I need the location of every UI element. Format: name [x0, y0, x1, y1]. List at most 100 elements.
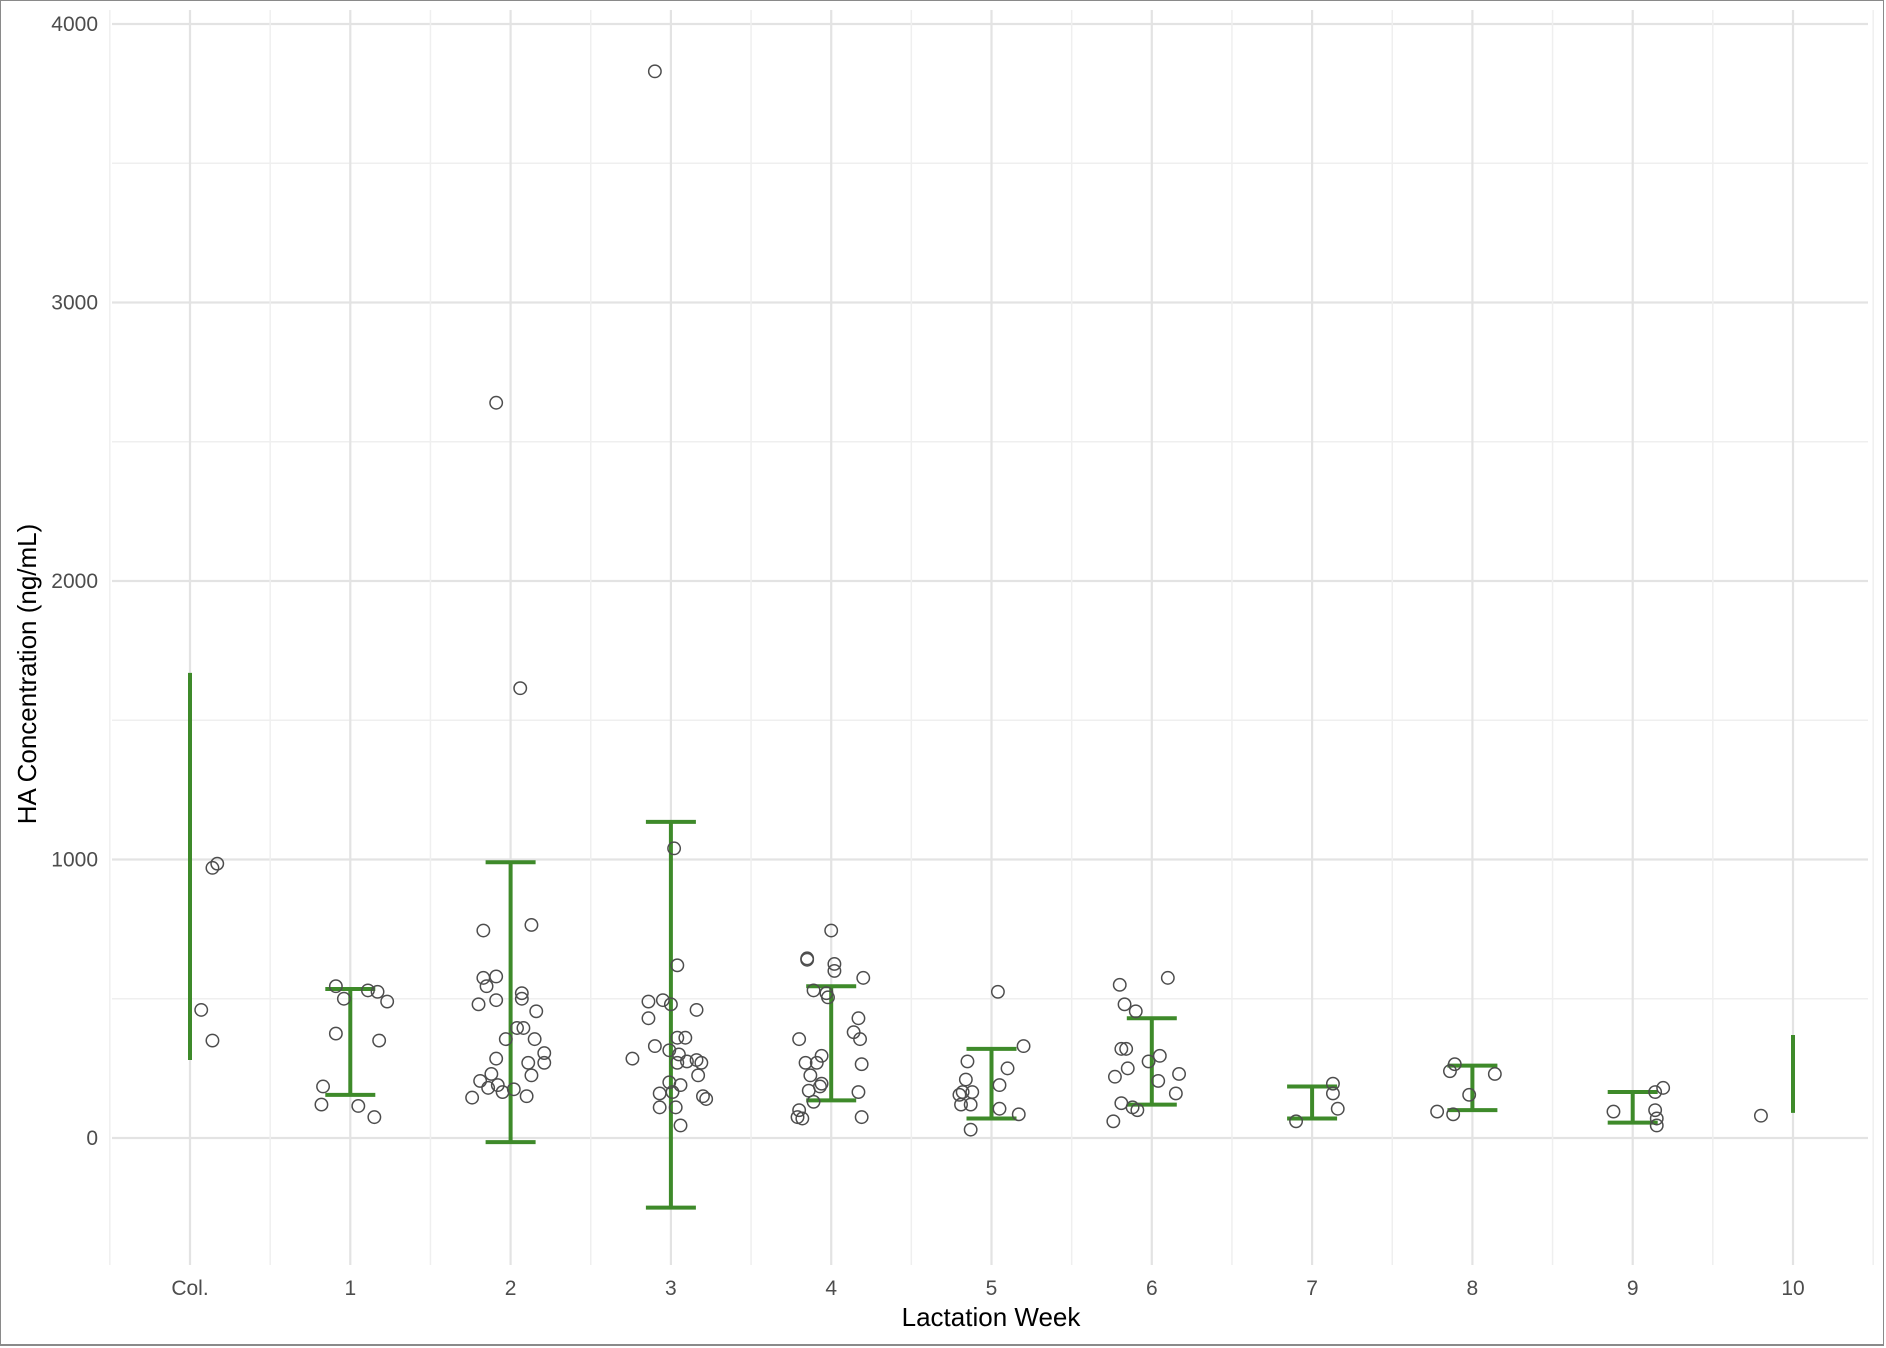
data-point	[792, 1103, 807, 1118]
x-tick-label: 10	[1781, 1277, 1804, 1300]
data-point	[1447, 1057, 1462, 1072]
data-point	[824, 923, 839, 938]
data-point	[806, 983, 821, 998]
data-point	[524, 1068, 539, 1083]
data-point	[476, 923, 491, 938]
data-point	[481, 1080, 496, 1095]
data-point	[699, 1092, 714, 1106]
data-point	[527, 1032, 542, 1047]
data-point	[1606, 1104, 1621, 1119]
data-point	[1151, 1073, 1166, 1088]
data-point	[516, 1021, 531, 1035]
data-point	[489, 1051, 504, 1066]
data-point	[328, 979, 343, 994]
data-point	[665, 1085, 680, 1099]
data-point	[679, 1054, 694, 1069]
data-point	[854, 1110, 869, 1125]
data-point	[1016, 1039, 1031, 1054]
y-tick-label: 3000	[51, 292, 98, 315]
data-point	[641, 1011, 656, 1026]
data-point	[351, 1099, 366, 1113]
data-point	[1325, 1076, 1340, 1091]
data-point	[1112, 977, 1127, 992]
data-point	[854, 1057, 869, 1072]
x-tick-label: 4	[825, 1277, 837, 1300]
data-point	[1117, 997, 1132, 1012]
data-point	[803, 1068, 818, 1083]
x-tick-label: 9	[1627, 1277, 1639, 1300]
data-point	[489, 993, 504, 1008]
data-point	[210, 856, 225, 871]
data-point	[489, 969, 504, 984]
data-point	[694, 1055, 709, 1070]
data-point	[506, 1082, 521, 1097]
data-point	[1106, 1114, 1121, 1129]
data-point	[814, 1076, 829, 1091]
errorbar-layer	[188, 672, 1795, 1210]
data-point	[1168, 1086, 1183, 1101]
data-point	[813, 1079, 827, 1094]
data-point	[314, 1097, 329, 1112]
data-point	[1430, 1104, 1445, 1119]
data-point	[809, 1055, 824, 1070]
data-point	[853, 1032, 868, 1047]
data-point	[370, 984, 385, 999]
data-point	[670, 1030, 685, 1045]
data-point	[668, 1100, 683, 1115]
y-tick-label: 4000	[51, 13, 98, 36]
data-point	[667, 841, 682, 856]
data-point	[471, 997, 486, 1012]
data-point	[795, 1111, 810, 1126]
data-point	[1141, 1054, 1156, 1069]
data-point	[1152, 1048, 1167, 1063]
data-point	[673, 1118, 688, 1133]
x-tick-label: Col.	[171, 1277, 208, 1300]
data-point	[465, 1090, 480, 1105]
data-point	[1128, 1004, 1143, 1019]
data-point	[537, 1046, 552, 1061]
data-point	[696, 1089, 710, 1104]
data-point	[955, 1085, 970, 1099]
data-point	[856, 970, 871, 985]
data-point	[792, 1032, 807, 1047]
data-point	[1753, 1108, 1768, 1123]
tick-layer: 0 1000 2000 3000 4000 Col. 1 2 3 4 5 6 7 8 9 10	[51, 13, 1804, 1300]
y-tick-label: 0	[86, 1127, 98, 1150]
data-point	[673, 1078, 688, 1093]
data-point	[851, 1011, 866, 1026]
data-point	[678, 1030, 693, 1045]
data-point	[814, 1048, 829, 1063]
data-point	[484, 1066, 499, 1081]
data-point	[1000, 1061, 1015, 1076]
data-point	[689, 1002, 704, 1017]
data-point	[1462, 1087, 1477, 1102]
data-point	[663, 997, 678, 1012]
data-point	[1656, 1080, 1671, 1095]
x-tick-label: 3	[665, 1277, 677, 1300]
data-point	[1130, 1103, 1145, 1118]
data-point	[473, 1073, 488, 1088]
data-point	[328, 1026, 343, 1041]
data-point	[476, 970, 491, 985]
data-point	[510, 1021, 524, 1035]
data-point	[1446, 1107, 1461, 1122]
data-point	[798, 1055, 813, 1070]
data-point	[965, 1085, 980, 1099]
data-point	[336, 991, 351, 1006]
data-point	[992, 1078, 1007, 1093]
data-point	[513, 681, 528, 696]
data-point	[625, 1051, 640, 1066]
data-point	[360, 983, 375, 998]
data-point	[691, 1068, 706, 1083]
data-point	[498, 1032, 513, 1047]
data-point	[670, 958, 685, 973]
data-point	[958, 1072, 973, 1087]
data-point	[671, 1047, 686, 1062]
data-point	[524, 917, 539, 932]
data-point	[1011, 1107, 1026, 1122]
data-point	[990, 984, 1005, 999]
x-tick-label: 2	[505, 1277, 517, 1300]
y-tick-label: 1000	[51, 849, 98, 872]
data-point	[1648, 1085, 1663, 1099]
data-point	[1107, 1069, 1122, 1084]
